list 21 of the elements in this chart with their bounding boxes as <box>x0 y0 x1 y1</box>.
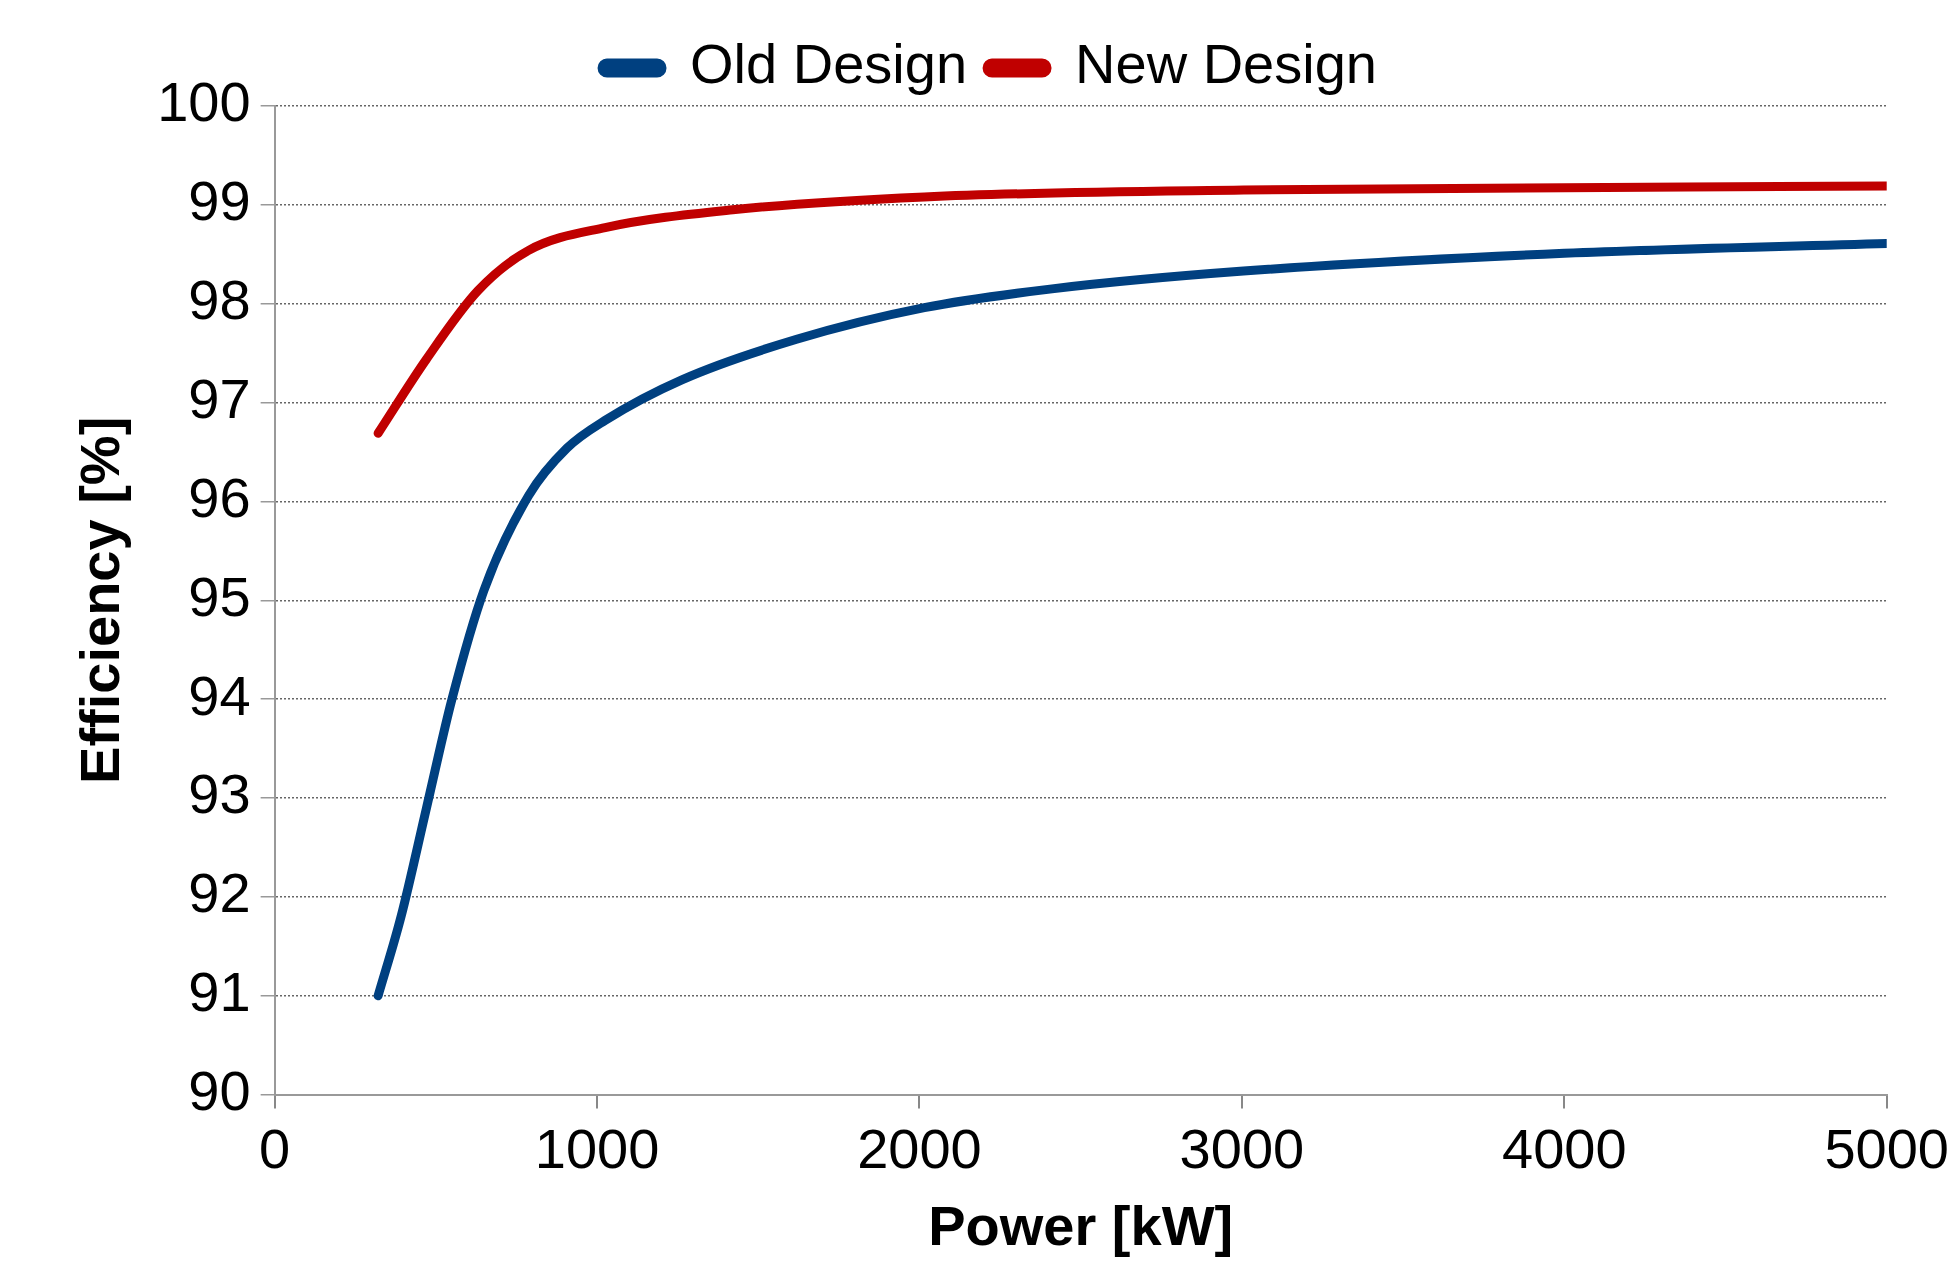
y-tick-label: 93 <box>188 762 251 826</box>
y-tick-label: 97 <box>188 367 251 431</box>
x-tick-label: 4000 <box>1502 1116 1627 1180</box>
legend-label: Old Design <box>690 32 968 96</box>
y-tick-label: 90 <box>188 1059 251 1123</box>
y-tick-label: 99 <box>188 169 251 233</box>
x-tick-label: 5000 <box>1824 1116 1949 1180</box>
y-axis-title: Efficiency [%] <box>68 416 132 784</box>
x-axis-title: Power [kW] <box>928 1193 1234 1257</box>
y-tick-label: 91 <box>188 960 251 1024</box>
y-tick-label: 96 <box>188 465 251 529</box>
x-tick-label: 1000 <box>534 1116 660 1180</box>
x-tick-label: 0 <box>259 1116 291 1180</box>
y-tick-label: 95 <box>188 564 251 628</box>
y-tick-label: 100 <box>157 70 251 134</box>
y-tick-label: 94 <box>188 663 251 727</box>
legend-label: New Design <box>1075 32 1377 96</box>
y-tick-label: 92 <box>188 861 251 925</box>
x-tick-label: 3000 <box>1179 1116 1305 1180</box>
x-tick-label: 2000 <box>857 1116 982 1180</box>
y-tick-label: 98 <box>188 268 251 332</box>
